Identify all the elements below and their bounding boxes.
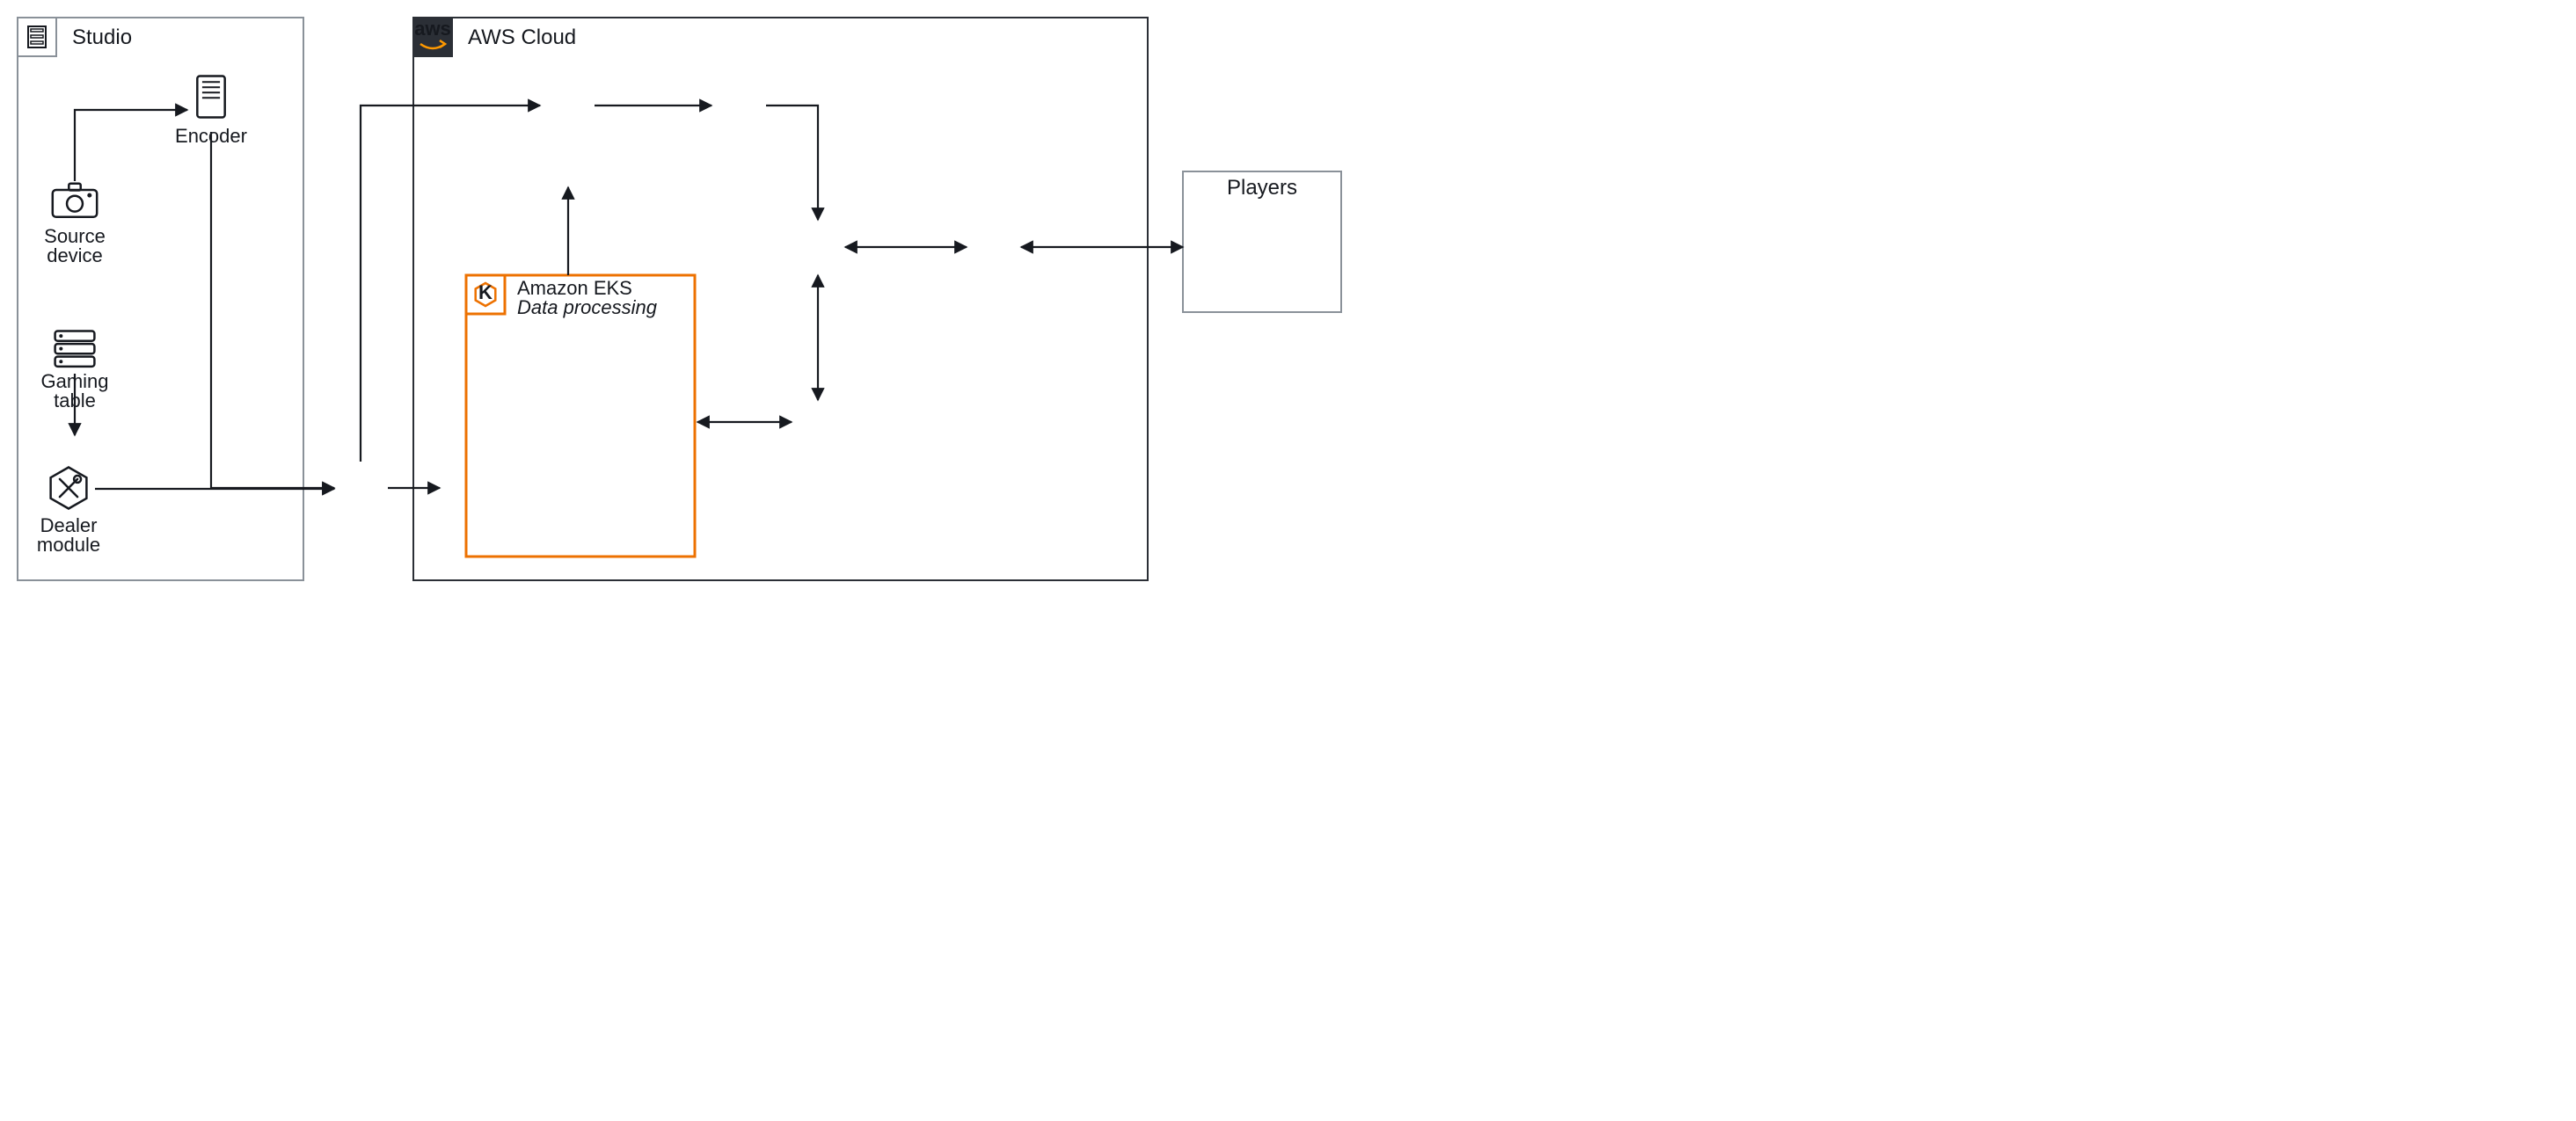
svg-text:AWS Cloud: AWS Cloud xyxy=(468,25,576,49)
svg-text:table: table xyxy=(54,389,96,411)
svg-text:aws: aws xyxy=(414,18,451,40)
svg-text:Data processing: Data processing xyxy=(517,296,658,318)
svg-text:device: device xyxy=(47,244,103,266)
svg-text:Players: Players xyxy=(1227,176,1297,200)
svg-text:module: module xyxy=(37,534,100,556)
aws-logo-icon: aws xyxy=(413,18,452,56)
svg-text:Encoder: Encoder xyxy=(175,125,247,147)
svg-text:K: K xyxy=(478,281,493,303)
svg-text:Studio: Studio xyxy=(72,25,132,49)
